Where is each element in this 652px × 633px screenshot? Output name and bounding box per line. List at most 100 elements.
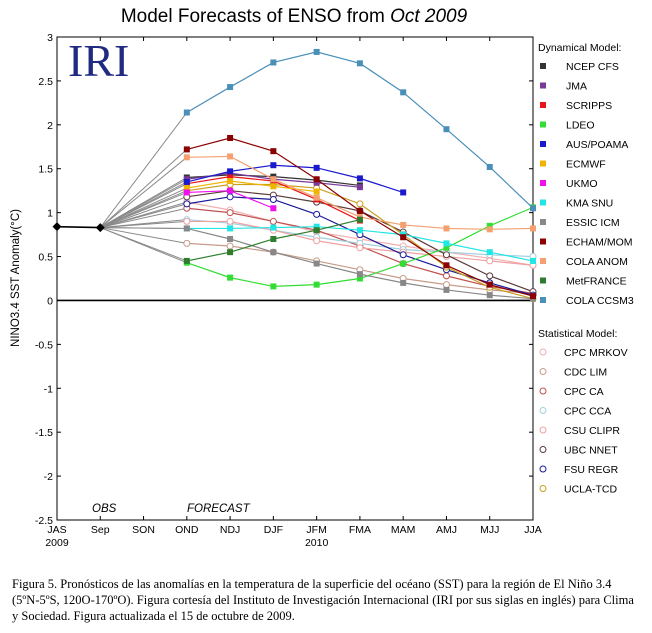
x-tick-label: JJA bbox=[524, 524, 542, 536]
y-axis-label: NINO3.4 SST Anomaly(°C) bbox=[10, 209, 22, 347]
point-ecmwf bbox=[270, 183, 277, 190]
point-echam-mom bbox=[183, 146, 190, 153]
point-jma bbox=[356, 184, 363, 191]
point-kma-snu bbox=[530, 257, 536, 264]
legend-marker-csu-clipr bbox=[539, 426, 547, 434]
point-ldeo bbox=[443, 244, 450, 251]
legend-marker-echam-mom bbox=[540, 238, 546, 245]
point-cdc-lim bbox=[442, 281, 450, 289]
x-tick-label: JFM bbox=[306, 524, 326, 536]
legend-marker-cola-anom bbox=[540, 258, 546, 264]
fan-line bbox=[100, 227, 187, 262]
point-cpc-ca bbox=[442, 272, 450, 280]
legend-label-ncep-cfs: NCEP CFS bbox=[566, 61, 619, 73]
point-aus-poama bbox=[227, 168, 234, 175]
point-ukmo bbox=[227, 187, 234, 194]
y-tick-label: 1.5 bbox=[38, 164, 53, 176]
y-tick-label: 0 bbox=[47, 295, 53, 307]
point-cola-anom bbox=[443, 225, 450, 232]
fan-line bbox=[99, 112, 188, 228]
fan-line bbox=[100, 220, 187, 229]
point-cola-anom bbox=[530, 225, 536, 232]
point-echam-mom bbox=[227, 134, 234, 141]
x-tick-label: DJF bbox=[264, 524, 283, 536]
point-ecmwf bbox=[183, 185, 190, 192]
point-cdc-lim bbox=[183, 239, 191, 247]
legend-label-kma-snu: KMA SNU bbox=[566, 198, 613, 210]
legend-marker-cpc-cca bbox=[539, 407, 547, 414]
point-ukmo bbox=[270, 205, 277, 212]
point-essic-icm bbox=[356, 271, 363, 278]
legend-label-fsu-regr: FSU REGR bbox=[564, 464, 619, 476]
point-essic-icm bbox=[270, 249, 277, 256]
legend-statistical-title: Statistical Model: bbox=[538, 328, 617, 340]
point-cola-anom bbox=[486, 226, 493, 233]
legend-marker-cpc-mrkov bbox=[539, 348, 547, 356]
point-csu-clipr bbox=[226, 217, 234, 225]
point-ecmwf bbox=[313, 188, 320, 195]
x-tick-label: MJJ bbox=[480, 524, 499, 536]
point-echam-mom bbox=[400, 234, 407, 241]
point-ldeo bbox=[356, 275, 363, 282]
series-line-aus-poama bbox=[186, 164, 404, 194]
legend-label-cpc-ca: CPC CA bbox=[564, 386, 604, 398]
point-metfrance bbox=[227, 249, 234, 256]
point-echam-mom bbox=[530, 293, 536, 300]
point-fsu-regr bbox=[399, 251, 407, 259]
point-kma-snu bbox=[443, 240, 450, 247]
fan-line bbox=[100, 190, 188, 229]
point-csu-clipr bbox=[183, 217, 191, 225]
point-jma bbox=[313, 179, 320, 186]
y-tick-label: -1 bbox=[44, 383, 53, 395]
point-metfrance bbox=[313, 227, 320, 234]
iri-logo: IRI bbox=[68, 35, 129, 86]
point-ldeo bbox=[486, 222, 493, 229]
point-kma-snu bbox=[270, 224, 277, 231]
legend-marker-aus-poama bbox=[540, 141, 546, 147]
point-essic-icm bbox=[486, 292, 493, 299]
point-ldeo bbox=[270, 283, 277, 290]
legend-marker-cdc-lim bbox=[539, 368, 547, 375]
point-aus-poama bbox=[313, 164, 320, 171]
point-ecmwf bbox=[227, 178, 234, 185]
fan-line bbox=[100, 181, 188, 229]
chart-title: Model Forecasts of ENSO from Oct 2009 bbox=[121, 6, 468, 27]
point-cola-anom bbox=[227, 153, 234, 160]
point-echam-mom bbox=[486, 281, 493, 288]
legend-marker-ucla-tcd bbox=[539, 485, 547, 492]
point-csu-clipr bbox=[313, 237, 321, 245]
fan-line bbox=[100, 227, 187, 229]
legend-marker-ldeo bbox=[540, 121, 546, 128]
x-tick-label: OND bbox=[175, 524, 199, 536]
legend-marker-cpc-ca bbox=[539, 387, 547, 395]
point-cola-ccsm3 bbox=[183, 109, 190, 116]
point-essic-icm bbox=[400, 279, 407, 286]
y-tick-label: -2.5 bbox=[35, 515, 53, 527]
legend-marker-ukmo bbox=[540, 180, 546, 186]
year-label: 2009 bbox=[45, 537, 69, 549]
legend-dynamical-title: Dynamical Model: bbox=[538, 42, 621, 54]
legend-label-cola-ccsm3: COLA CCSM3 bbox=[566, 295, 634, 307]
point-cola-anom bbox=[183, 154, 190, 161]
legend-marker-ncep-cfs bbox=[540, 63, 546, 69]
legend-marker-kma-snu bbox=[540, 199, 546, 206]
point-cola-ccsm3 bbox=[313, 48, 320, 55]
x-tick-label: MAM bbox=[391, 524, 416, 536]
point-ldeo bbox=[227, 274, 234, 281]
observed-point bbox=[95, 223, 105, 233]
y-tick-label: -1.5 bbox=[35, 427, 53, 439]
x-tick-label: NDJ bbox=[220, 524, 240, 536]
point-kma-snu bbox=[356, 227, 363, 234]
point-metfrance bbox=[183, 257, 190, 264]
legend-label-jma: JMA bbox=[566, 81, 587, 93]
legend-label-ucla-tcd: UCLA-TCD bbox=[564, 484, 618, 496]
point-metfrance bbox=[270, 235, 277, 242]
point-ucla-tcd bbox=[356, 200, 364, 208]
point-echam-mom bbox=[313, 176, 320, 183]
point-cola-anom bbox=[270, 176, 277, 183]
point-cola-ccsm3 bbox=[227, 84, 234, 91]
legend-label-echam-mom: ECHAM/MOM bbox=[566, 237, 633, 249]
legend-marker-metfrance bbox=[540, 277, 546, 284]
point-kma-snu bbox=[227, 225, 234, 232]
point-ubc-nnet bbox=[486, 272, 494, 280]
